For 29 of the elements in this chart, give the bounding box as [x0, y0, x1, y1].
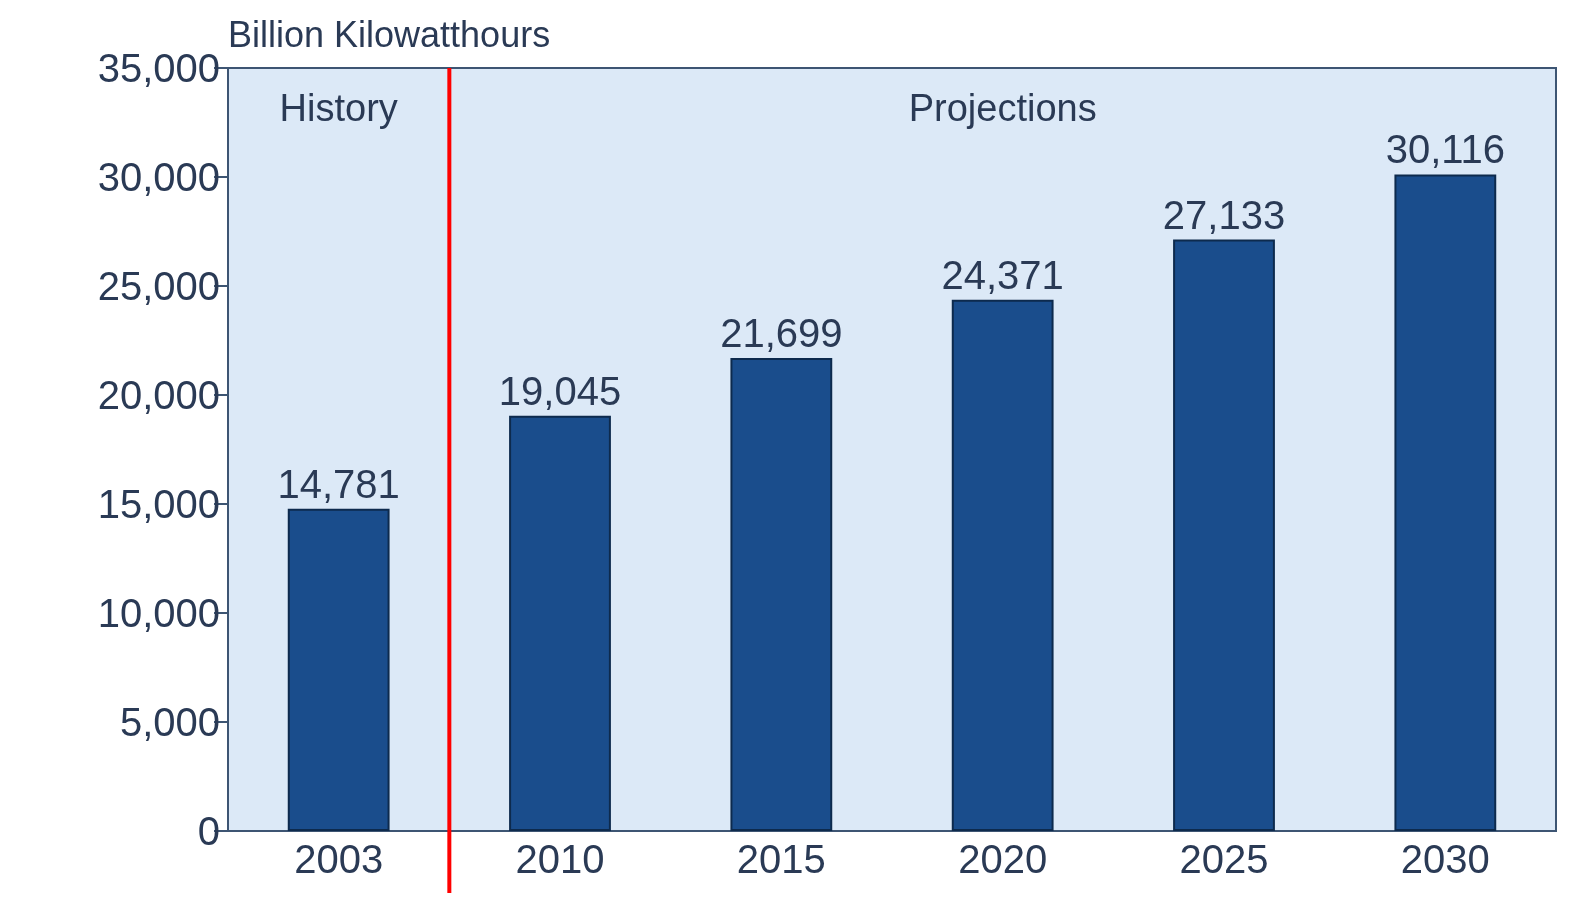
x-tick-label: 2015	[736, 837, 826, 881]
bar	[287, 508, 390, 831]
x-tick-label: 2025	[1179, 837, 1269, 881]
x-tick-label: 2010	[515, 837, 605, 881]
y-tick-label: 35,000	[97, 46, 220, 90]
data-label: 19,045	[498, 368, 622, 413]
x-tick-label: 2030	[1400, 837, 1490, 881]
y-tick-label: 0	[197, 809, 220, 853]
y-tick-label: 15,000	[97, 482, 220, 526]
annotation: Projections	[908, 87, 1097, 129]
x-tick-label: 2020	[958, 837, 1048, 881]
data-label: 21,699	[720, 310, 843, 355]
y-tick-label: 30,000	[97, 155, 220, 199]
bar	[951, 299, 1054, 831]
bar	[509, 415, 611, 831]
data-label: 24,371	[941, 252, 1064, 297]
bar	[1394, 174, 1497, 831]
bar	[730, 357, 833, 831]
y-tick-label: 20,000	[97, 373, 220, 417]
data-label: 30,116	[1385, 127, 1506, 172]
annotation: History	[279, 87, 398, 129]
bar	[1173, 239, 1275, 831]
y-tick-label: 25,000	[97, 264, 220, 308]
y-tick-label: 10,000	[97, 591, 220, 635]
data-label: 14,781	[277, 461, 400, 506]
x-tick-label: 2003	[294, 837, 384, 881]
y-axis-title: Billion Kilowatthours	[228, 13, 551, 55]
data-label: 27,133	[1162, 192, 1286, 237]
y-tick-label: 5,000	[119, 700, 220, 744]
